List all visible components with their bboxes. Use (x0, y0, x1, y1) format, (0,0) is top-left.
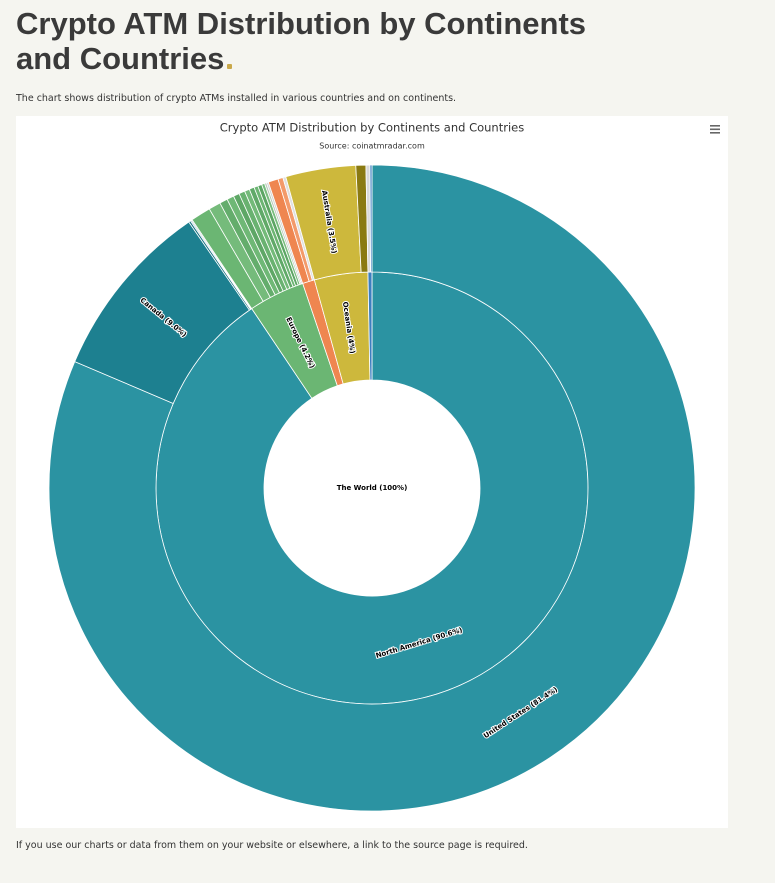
chart: Crypto ATM Distribution by Continents an… (16, 116, 728, 828)
description: The chart shows distribution of crypto A… (16, 93, 457, 104)
sunburst-slice (48, 164, 696, 812)
menu-bar (710, 128, 720, 131)
chart-subtitle: Source: coinatmradar.com (319, 142, 425, 151)
menu-bar (710, 132, 720, 134)
menu-button[interactable] (710, 125, 720, 134)
footer-note: If you use our charts or data from them … (16, 840, 528, 851)
page-title-text: Crypto ATM Distribution by Continents an… (16, 6, 587, 76)
sunburst-slice (369, 164, 373, 273)
chart-title: Crypto ATM Distribution by Continents an… (220, 121, 524, 135)
page-title: Crypto ATM Distribution by Continents an… (16, 6, 636, 76)
title-dot (227, 64, 233, 69)
slice-label: The World (100%) (337, 484, 408, 492)
menu-bar (710, 125, 720, 127)
